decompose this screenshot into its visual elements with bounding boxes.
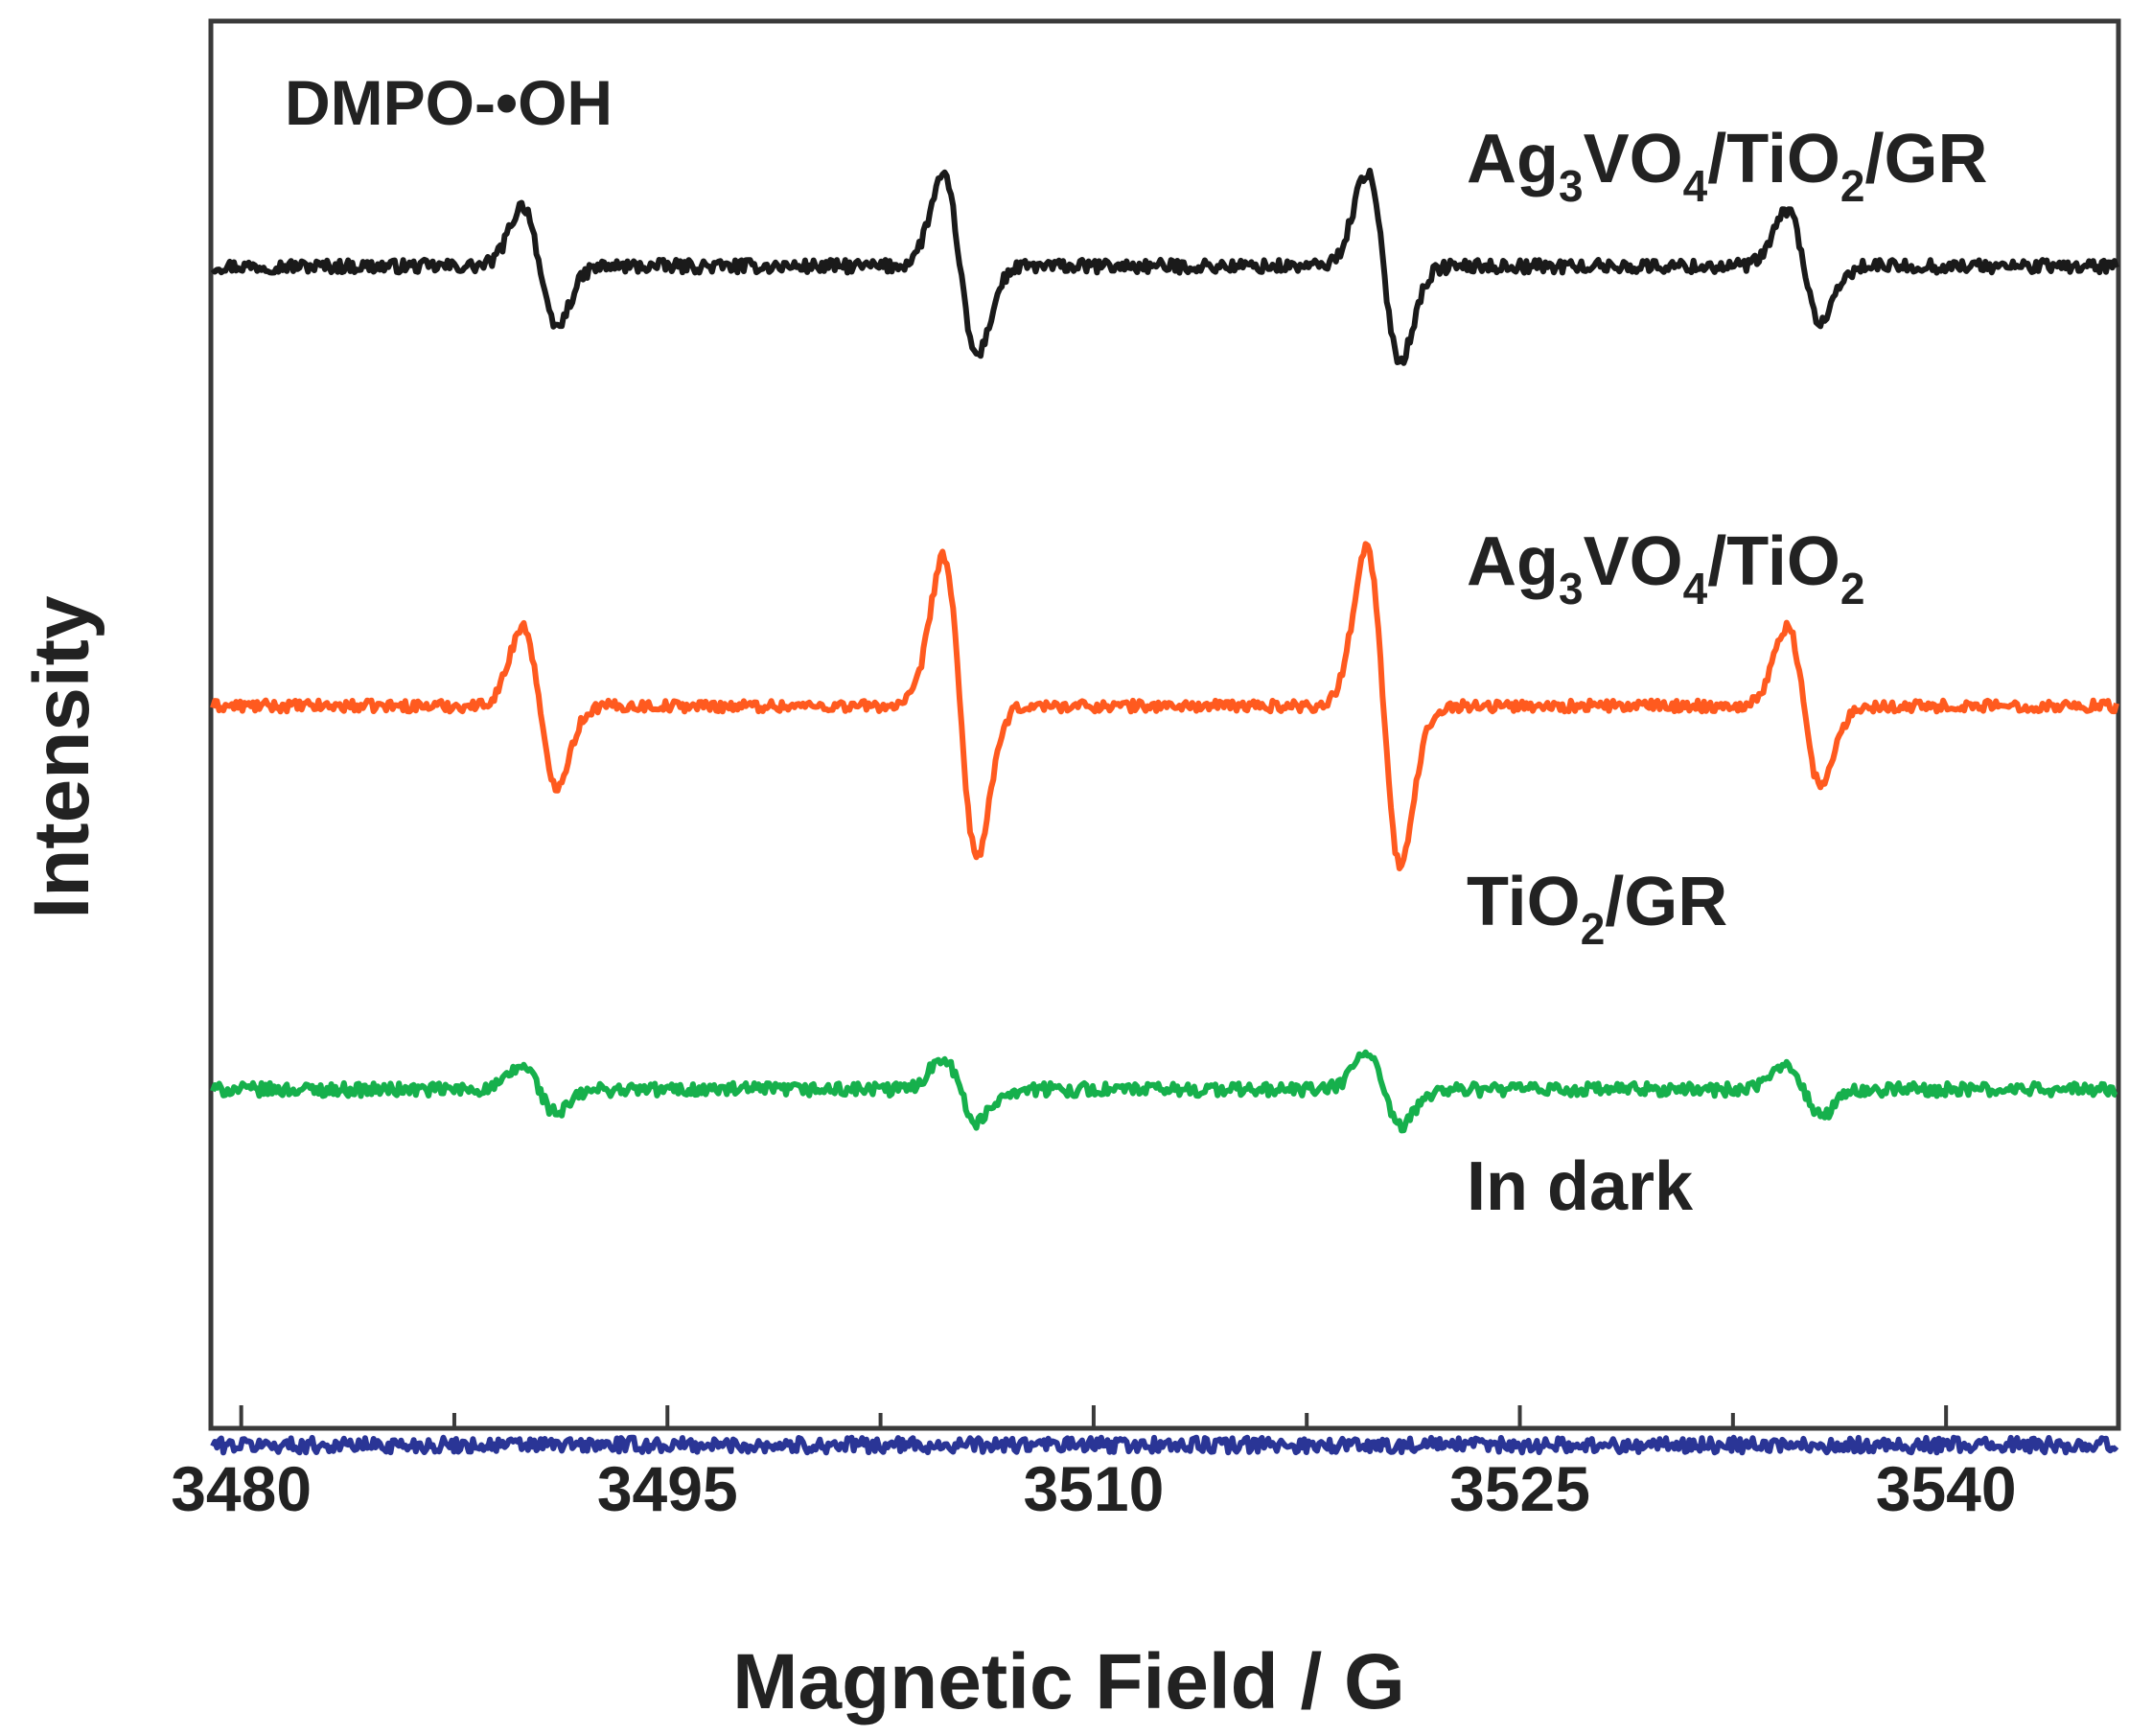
x-axis-title: Magnetic Field / G bbox=[732, 1638, 1405, 1725]
series-layer bbox=[210, 167, 2119, 1456]
x-axis-ticks: 3480 3495 3510 3525 3540 bbox=[171, 1405, 2017, 1524]
x-tick-label: 3525 bbox=[1449, 1453, 1590, 1524]
series-label: Ag3VO4/TiO2 bbox=[1467, 523, 1865, 613]
x-tick-label: 3510 bbox=[1023, 1453, 1164, 1524]
x-tick-label: 3495 bbox=[597, 1453, 738, 1524]
series-label: TiO2/GR bbox=[1467, 864, 1727, 954]
series-labels: Ag3VO4/TiO2/GR Ag3VO4/TiO2 TiO2/GR In dark bbox=[1467, 121, 1988, 1225]
x-tick-label: 3480 bbox=[171, 1453, 312, 1524]
series-line-1 bbox=[210, 541, 2119, 871]
plot-frame bbox=[208, 18, 2121, 1431]
series-label: Ag3VO4/TiO2/GR bbox=[1467, 121, 1988, 211]
series-line-0 bbox=[210, 167, 2119, 366]
series-line-3 bbox=[210, 1434, 2119, 1456]
series-label: In dark bbox=[1467, 1148, 1694, 1225]
series-line-2 bbox=[210, 1049, 2118, 1134]
x-tick-label: 3540 bbox=[1876, 1453, 2017, 1524]
y-axis-title: Intensity bbox=[18, 595, 105, 919]
chart-title: DMPO-•OH bbox=[285, 67, 613, 138]
